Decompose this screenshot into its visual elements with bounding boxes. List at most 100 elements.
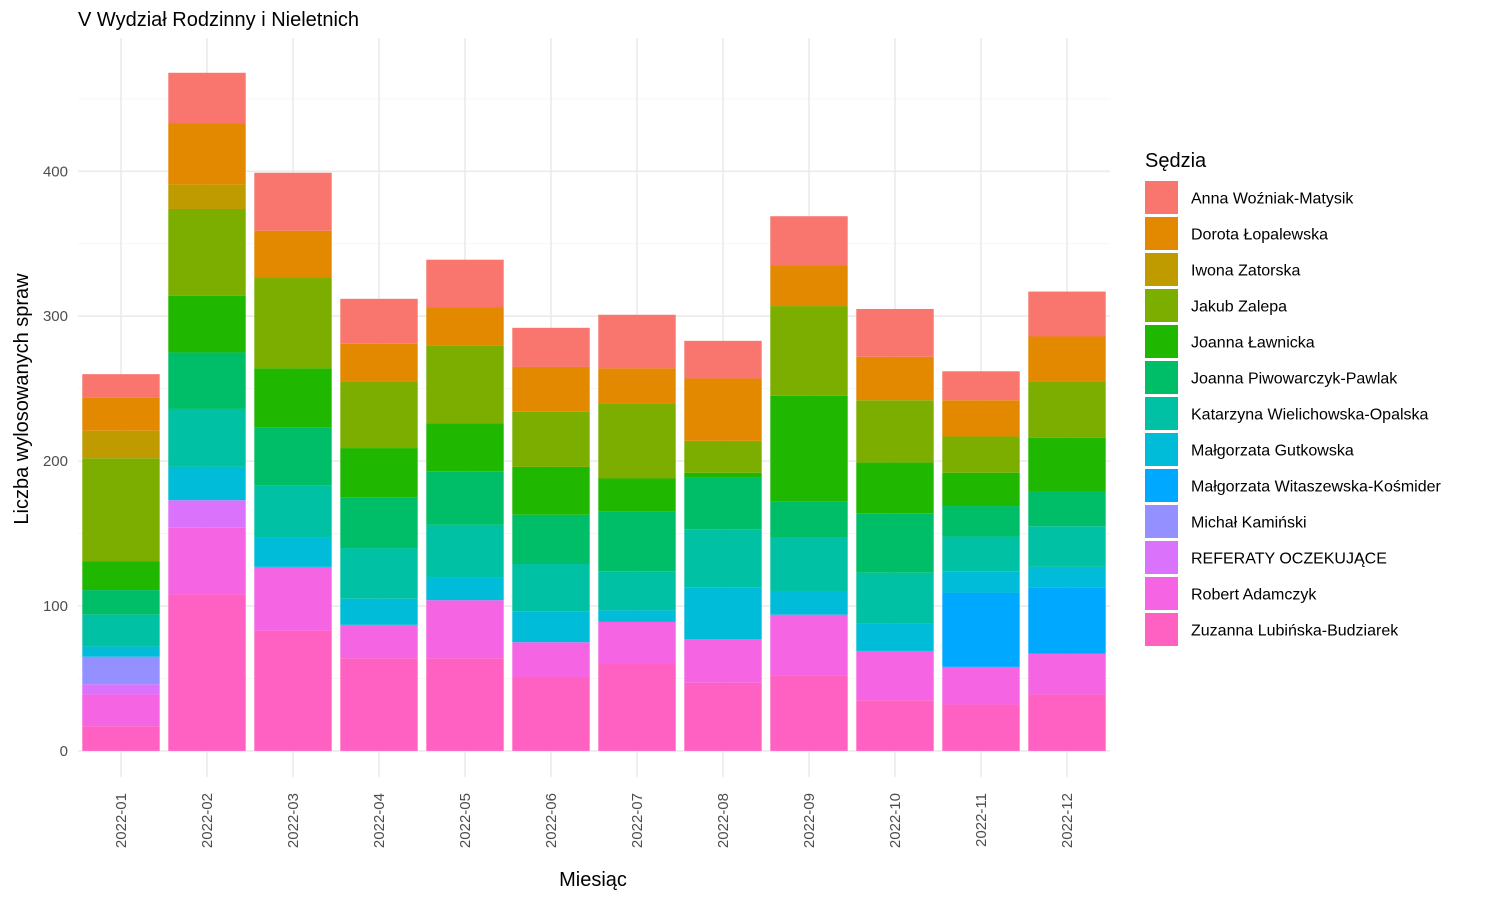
bar-segment: [512, 611, 590, 643]
bar-segment: [168, 208, 246, 296]
y-tick-label: 200: [43, 453, 68, 470]
bar-segment: [770, 216, 848, 266]
bar-segment: [598, 511, 676, 572]
legend-key: [1145, 289, 1178, 322]
bar-segment: [942, 666, 1020, 705]
legend: Sędzia Anna Woźniak-Matysik Dorota Łopale…: [1145, 150, 1442, 646]
bar-segment: [684, 477, 762, 530]
bar-segment: [684, 340, 762, 379]
legend-label: Robert Adamczyk: [1191, 587, 1317, 604]
bar-segment: [168, 295, 246, 353]
bar-segment: [512, 366, 590, 412]
bar-segment: [82, 656, 160, 685]
y-axis-title: Liczba wylosowanych spraw: [11, 273, 33, 525]
y-tick-label: 0: [60, 743, 68, 760]
y-axis-ticks: 0 100 200 300 400: [43, 163, 68, 760]
bar-segment: [856, 308, 934, 357]
bar-segment: [82, 374, 160, 398]
bar-segment: [82, 561, 160, 591]
bar-segment: [254, 537, 332, 567]
bar-segment: [684, 639, 762, 683]
bar-segment: [426, 658, 504, 751]
bar-segment: [1028, 526, 1106, 567]
legend-label: Małgorzata Gutkowska: [1191, 443, 1354, 460]
bar-segment: [770, 591, 848, 615]
bar-segment: [856, 462, 934, 514]
x-tick-label: 2022-09: [801, 793, 818, 848]
bar-segment: [1028, 491, 1106, 527]
bar-segment: [1028, 587, 1106, 654]
bar-segment: [426, 423, 504, 472]
x-tick-label: 2022-04: [371, 793, 388, 848]
bar-segment: [82, 646, 160, 657]
bar-segment: [598, 368, 676, 404]
bar-segment: [340, 298, 418, 344]
bar-segment: [340, 548, 418, 599]
x-tick-label: 2022-06: [543, 793, 560, 848]
bar-segment: [254, 485, 332, 538]
bar-segment: [598, 663, 676, 751]
bar-segment: [168, 500, 246, 528]
bar-segment: [684, 472, 762, 478]
bar-segment: [770, 395, 848, 502]
bar-segment: [426, 471, 504, 525]
x-axis-title: Miesiąc: [559, 869, 627, 891]
bar-segment: [856, 356, 934, 401]
x-tick-label: 2022-10: [887, 793, 904, 848]
bar-segment: [168, 123, 246, 185]
bar-segment: [770, 675, 848, 751]
bar-segment: [168, 466, 246, 501]
legend-key: [1145, 253, 1178, 286]
bar-segment: [426, 524, 504, 578]
bar-segment: [684, 682, 762, 751]
bar-segment: [1028, 653, 1106, 695]
bar-segment: [82, 694, 160, 727]
bar-segment: [1028, 437, 1106, 492]
bar-segment: [942, 436, 1020, 473]
bar-segment: [168, 184, 246, 209]
legend-label: Iwona Zatorska: [1191, 263, 1300, 280]
bar-segment: [168, 408, 246, 467]
legend-label: Katarzyna Wielichowska-Opalska: [1191, 407, 1429, 424]
bar-segment: [942, 506, 1020, 537]
x-tick-label: 2022-07: [629, 793, 646, 848]
x-tick-label: 2022-12: [1059, 793, 1076, 848]
bar-segment: [512, 563, 590, 612]
bar-segment: [598, 314, 676, 369]
legend-label: Joanna Piwowarczyk-Pawlak: [1191, 371, 1398, 388]
bar-segment: [684, 587, 762, 640]
bar-segment: [856, 650, 934, 701]
bar-segment: [856, 572, 934, 624]
bar-segment: [426, 307, 504, 346]
bar-segment: [254, 277, 332, 369]
bar-segment: [512, 327, 590, 367]
bar-segment: [942, 400, 1020, 437]
legend-key: [1145, 541, 1178, 574]
y-tick-label: 300: [43, 308, 68, 325]
bar-segment: [598, 621, 676, 664]
legend-key: [1145, 217, 1178, 250]
bar-segment: [340, 448, 418, 498]
legend-key: [1145, 433, 1178, 466]
x-axis-ticks: 2022-01 2022-02 2022-03 2022-04 2022-05 2022-…: [113, 793, 1076, 848]
bar-segment: [82, 684, 160, 695]
legend-key: [1145, 469, 1178, 502]
x-tick-label: 2022-08: [715, 793, 732, 848]
x-tick-label: 2022-01: [113, 793, 130, 848]
bar-segment: [512, 466, 590, 515]
x-tick-label: 2022-03: [285, 793, 302, 848]
legend-label: REFERATY OCZEKUJĄCE: [1191, 551, 1387, 568]
legend-label: Dorota Łopalewska: [1191, 227, 1328, 244]
bar-segment: [856, 700, 934, 751]
legend-label: Joanna Ławnicka: [1191, 335, 1315, 352]
bar-segment: [168, 527, 246, 595]
bar-segment: [254, 566, 332, 631]
bars: [82, 72, 1106, 751]
bar-segment: [770, 614, 848, 676]
legend-key: [1145, 361, 1178, 394]
bar-segment: [942, 571, 1020, 593]
bar-segment: [856, 513, 934, 573]
bar-segment: [82, 458, 160, 562]
bar-segment: [254, 230, 332, 278]
